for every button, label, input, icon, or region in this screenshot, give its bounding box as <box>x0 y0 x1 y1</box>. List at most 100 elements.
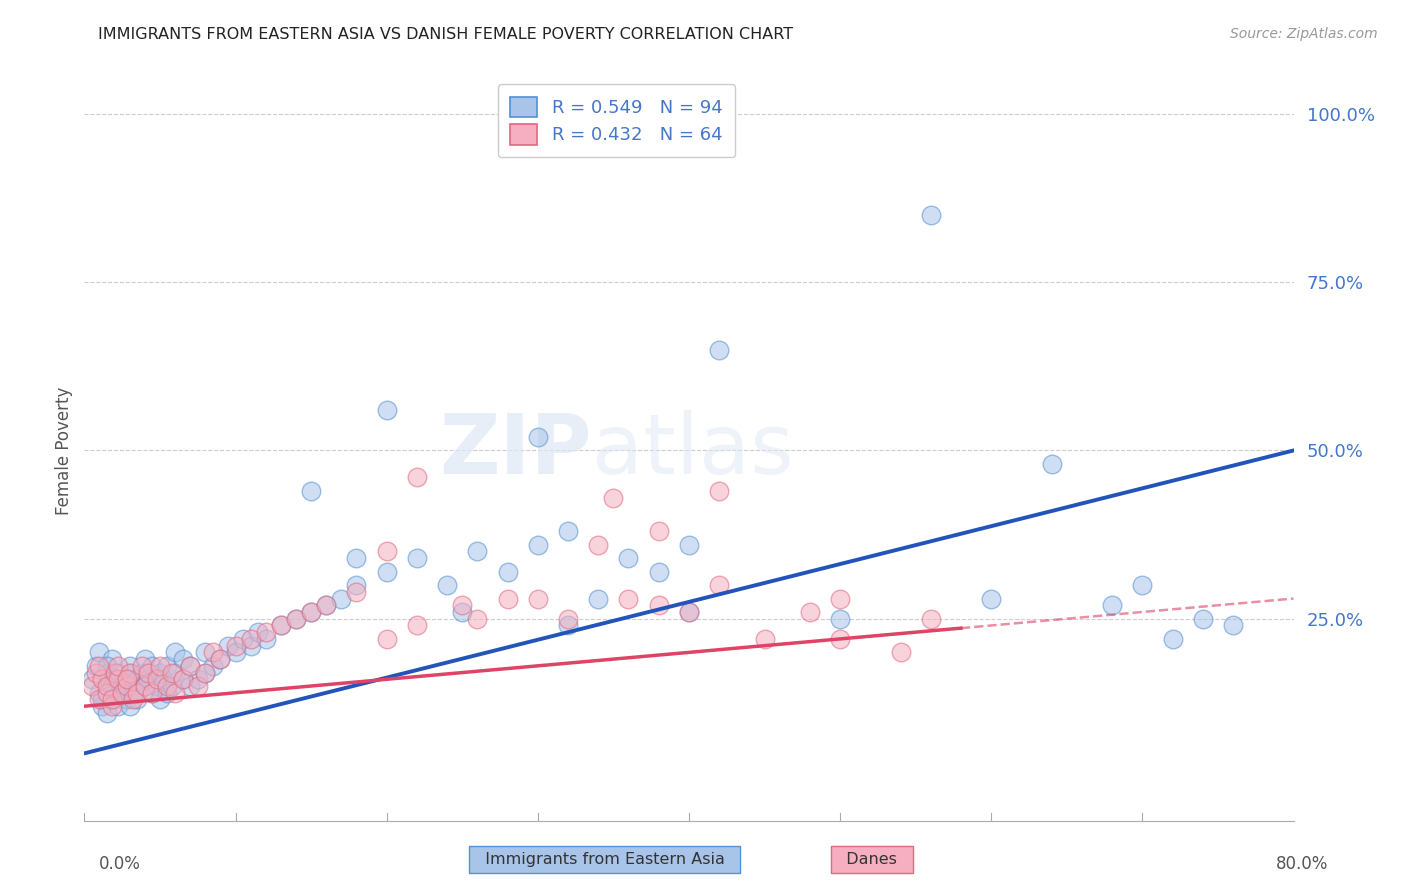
Point <box>96 679 118 693</box>
Point <box>172 652 194 666</box>
Point <box>375 565 398 579</box>
Point <box>1040 457 1063 471</box>
Point <box>165 645 187 659</box>
Point <box>375 544 398 558</box>
Point <box>315 599 337 613</box>
Point <box>496 591 519 606</box>
Point <box>134 679 156 693</box>
Point <box>315 599 337 613</box>
Point <box>225 645 247 659</box>
Y-axis label: Female Poverty: Female Poverty <box>55 386 73 515</box>
Point <box>111 686 134 700</box>
Point <box>104 673 127 687</box>
Point <box>160 679 183 693</box>
Point <box>754 632 776 646</box>
Point <box>107 665 129 680</box>
Point <box>299 605 322 619</box>
Point <box>527 591 550 606</box>
Point <box>270 618 292 632</box>
Point <box>107 658 129 673</box>
Point <box>285 612 308 626</box>
Point <box>111 686 134 700</box>
Point <box>648 599 671 613</box>
Point <box>89 692 111 706</box>
Legend: R = 0.549   N = 94, R = 0.432   N = 64: R = 0.549 N = 94, R = 0.432 N = 64 <box>498 84 735 157</box>
Point <box>118 699 141 714</box>
Point <box>557 618 579 632</box>
Point <box>467 612 489 626</box>
Point <box>104 665 127 680</box>
Point <box>115 692 138 706</box>
Point <box>217 639 239 653</box>
Point <box>451 599 474 613</box>
Point <box>254 632 277 646</box>
Point <box>602 491 624 505</box>
Point <box>136 665 159 680</box>
Point <box>375 632 398 646</box>
Point <box>131 658 153 673</box>
Text: Immigrants from Eastern Asia: Immigrants from Eastern Asia <box>474 852 735 867</box>
Point <box>201 645 224 659</box>
Point <box>127 673 149 687</box>
Point <box>86 658 108 673</box>
Point <box>299 483 322 498</box>
Point <box>100 699 122 714</box>
Point <box>617 551 640 566</box>
Point <box>107 686 129 700</box>
Point <box>830 591 852 606</box>
Point <box>152 673 174 687</box>
Point <box>299 605 322 619</box>
Point <box>451 605 474 619</box>
Point <box>209 652 232 666</box>
Point <box>100 692 122 706</box>
Point <box>115 673 138 687</box>
Point <box>91 692 114 706</box>
Point <box>406 618 429 632</box>
Text: IMMIGRANTS FROM EASTERN ASIA VS DANISH FEMALE POVERTY CORRELATION CHART: IMMIGRANTS FROM EASTERN ASIA VS DANISH F… <box>98 27 793 42</box>
Point <box>127 686 149 700</box>
Point <box>118 658 141 673</box>
Point <box>127 692 149 706</box>
Point <box>678 538 700 552</box>
Point <box>239 632 262 646</box>
Point <box>194 665 217 680</box>
Point <box>156 658 179 673</box>
Point <box>96 706 118 720</box>
Point <box>830 612 852 626</box>
Point <box>179 679 201 693</box>
Point <box>96 665 118 680</box>
Point <box>709 343 731 357</box>
Text: Source: ZipAtlas.com: Source: ZipAtlas.com <box>1230 27 1378 41</box>
Point <box>375 403 398 417</box>
Point <box>194 665 217 680</box>
Point <box>527 430 550 444</box>
Point <box>118 665 141 680</box>
Point <box>100 679 122 693</box>
Point <box>1101 599 1123 613</box>
Point <box>160 665 183 680</box>
Point <box>209 652 232 666</box>
Point <box>557 524 579 539</box>
Point <box>156 679 179 693</box>
Point <box>89 658 111 673</box>
Point <box>172 673 194 687</box>
Point <box>146 673 169 687</box>
Point <box>346 551 368 566</box>
Point <box>100 679 122 693</box>
Point <box>648 524 671 539</box>
Point <box>678 605 700 619</box>
Point <box>232 632 254 646</box>
Point <box>141 686 163 700</box>
Point <box>104 673 127 687</box>
Point <box>346 584 368 599</box>
Point <box>86 665 108 680</box>
Point <box>830 632 852 646</box>
Point <box>201 658 224 673</box>
Point <box>107 673 129 687</box>
Point <box>890 645 912 659</box>
Point <box>1192 612 1215 626</box>
Point <box>165 665 187 680</box>
Point <box>588 538 610 552</box>
Point <box>187 679 209 693</box>
Point <box>141 686 163 700</box>
